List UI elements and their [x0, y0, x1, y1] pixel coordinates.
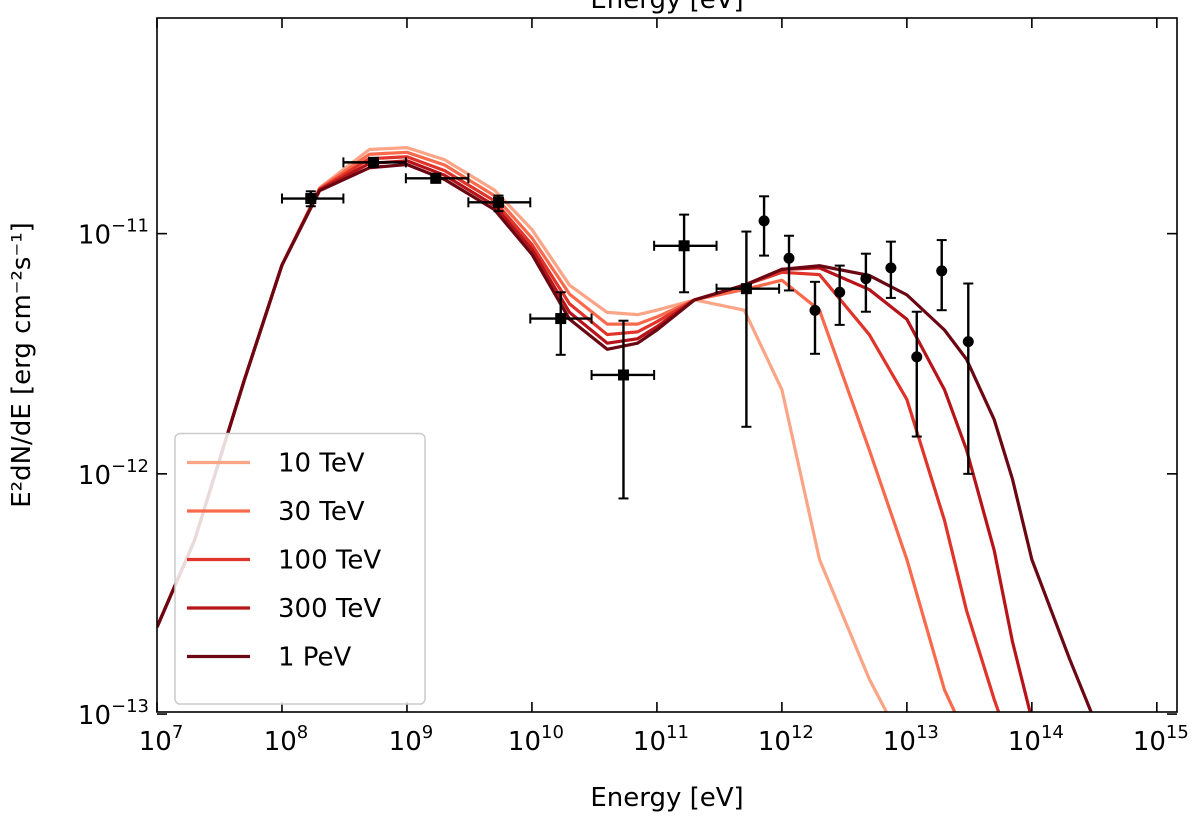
y-tick-label: 10−11	[78, 216, 149, 251]
data-marker	[860, 273, 872, 285]
data-marker	[834, 286, 846, 298]
data-marker	[911, 351, 923, 363]
data-marker	[809, 304, 821, 316]
model-curve	[157, 162, 1093, 712]
x-tick-label: 1015	[1133, 722, 1189, 757]
x-tick-label-base: 10	[1133, 727, 1166, 757]
x-tick-label-exponent: 15	[1166, 722, 1189, 743]
data-marker	[936, 265, 948, 277]
y-tick-label-base: 10	[78, 701, 111, 731]
data-marker	[555, 313, 567, 325]
x-tick-label: 109	[389, 722, 434, 757]
legend-label: 10 TeV	[278, 449, 365, 479]
legend-label: 100 TeV	[278, 546, 381, 576]
y-tick-label: 10−12	[78, 456, 149, 491]
axes: 107 108 109 1010 1011 1012 1013 1014 101510−1310…	[78, 18, 1189, 757]
data-marker	[617, 369, 629, 381]
x-tick-label-base: 10	[758, 727, 791, 757]
data-marker	[368, 156, 380, 168]
x-tick-label-exponent: 10	[541, 722, 564, 743]
x-tick-label-exponent: 9	[422, 722, 433, 743]
data-marker	[492, 196, 504, 208]
x-tick-label-exponent: 13	[916, 722, 939, 743]
legend-label: 300 TeV	[278, 594, 381, 624]
x-tick-label: 1013	[883, 722, 939, 757]
legend: 10 TeV 30 TeV 100 TeV 300 TeV 1 PeV	[174, 432, 426, 705]
x-tick-label: 108	[264, 722, 309, 757]
x-tick-label-exponent: 12	[791, 722, 814, 743]
x-tick-label-base: 10	[883, 727, 916, 757]
y-tick-label-exponent: −13	[111, 696, 149, 717]
y-tick-label-exponent: −11	[111, 216, 149, 237]
data-marker	[430, 172, 442, 184]
y-tick-label-exponent: −12	[111, 456, 149, 477]
data-marker	[962, 336, 974, 348]
x-tick-label: 1010	[508, 722, 564, 757]
x-tick-label-base: 10	[633, 727, 666, 757]
data-marker	[305, 193, 317, 205]
x-tick-label-base: 10	[264, 727, 297, 757]
data-marker	[885, 262, 897, 274]
data-marker	[758, 215, 770, 227]
x-tick-label-base: 10	[139, 727, 172, 757]
x-axis-label: Energy [eV]	[590, 783, 743, 813]
x-tick-label-base: 10	[508, 727, 541, 757]
x-tick-label-exponent: 11	[666, 722, 689, 743]
x-tick-label: 107	[139, 722, 184, 757]
x-tick-label-exponent: 8	[297, 722, 308, 743]
x-tick-label: 1014	[1008, 722, 1064, 757]
x-tick-label-exponent: 14	[1041, 722, 1064, 743]
axes-frame	[156, 17, 1178, 713]
x-tick-label-exponent: 7	[172, 722, 183, 743]
y-tick-label-base: 10	[78, 221, 111, 251]
y-axis-label: E²dN/dE [erg cm⁻²s⁻¹]	[7, 222, 37, 508]
legend-frame	[174, 432, 426, 705]
x-tick-label: 1012	[758, 722, 814, 757]
x-tick-label-base: 10	[1008, 727, 1041, 757]
data-points	[280, 156, 974, 500]
data-marker	[740, 283, 752, 295]
x-tick-label-base: 10	[389, 727, 422, 757]
data-marker	[783, 252, 795, 264]
x-tick-label: 1011	[633, 722, 689, 757]
legend-label: 1 PeV	[278, 643, 352, 673]
y-tick-label-base: 10	[78, 461, 111, 491]
top-axis-label: Energy [eV]	[590, 0, 743, 15]
data-marker	[678, 240, 690, 252]
y-tick-label: 10−13	[78, 696, 149, 731]
legend-label: 30 TeV	[278, 497, 365, 527]
